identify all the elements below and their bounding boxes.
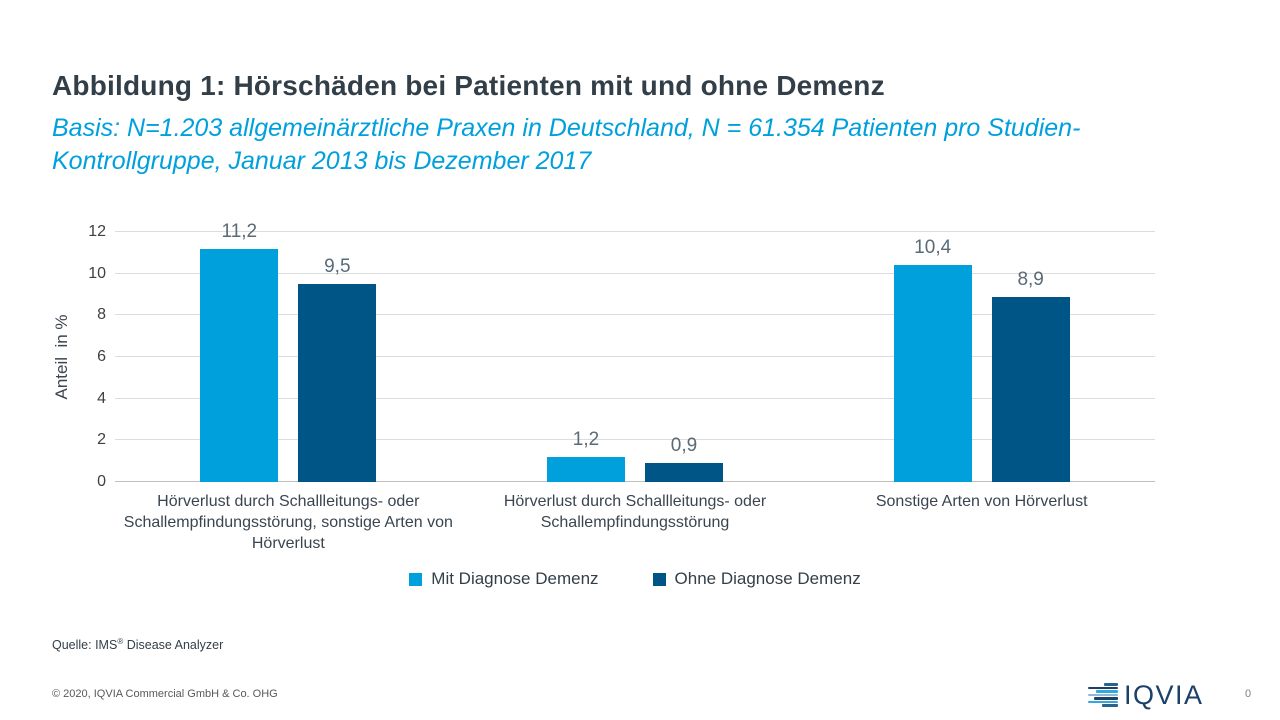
legend-item: Ohne Diagnose Demenz (652, 569, 861, 589)
source-prefix: Quelle: IMS (52, 638, 118, 653)
y-tick-label: 12 (88, 223, 106, 240)
bar-value-label: 1,2 (572, 429, 600, 450)
legend-label: Mit Diagnose Demenz (431, 569, 599, 588)
iqvia-logo: IQVIA (1088, 681, 1204, 709)
category-group: 10,4 8,9 (808, 232, 1155, 482)
registered-mark: ® (117, 637, 124, 646)
category-group: 1,2 0,9 (462, 232, 809, 482)
bar: 8,9 (991, 269, 1070, 482)
bar: 10,4 (893, 237, 972, 482)
gridline (115, 481, 1155, 482)
source-note: Quelle: IMS® Disease Analyzer (52, 637, 223, 652)
x-label-slot: Sonstige Arten von Hörverlust (808, 492, 1155, 554)
y-tick-label: 8 (97, 306, 106, 324)
legend-item: Mit Diagnose Demenz (409, 569, 599, 589)
bar: 11,2 (200, 221, 279, 482)
x-label-slot: Hörverlust durch Schallleitungs- oder Sc… (462, 492, 809, 554)
x-label: Sonstige Arten von Hörverlust (875, 493, 1088, 510)
x-label-slot: Hörverlust durch Schallleitungs- oder Sc… (115, 492, 462, 554)
legend-marker (409, 572, 423, 586)
gridline (115, 272, 1155, 274)
y-tick-label: 0 (97, 473, 106, 490)
bar: 0,9 (645, 435, 723, 482)
gridline (115, 397, 1155, 399)
gridline (115, 231, 1155, 232)
copyright-note: © 2020, IQVIA Commercial GmbH & Co. OHG (52, 688, 278, 700)
iqvia-stripes-icon (1088, 683, 1118, 707)
bar-value-label: 8,9 (1017, 268, 1044, 290)
page-subtitle: Basis: N=1.203 allgemeinärztliche Praxen… (52, 114, 1081, 175)
bar-value-label: 10,4 (914, 237, 952, 259)
y-tick-label: 2 (97, 431, 106, 449)
y-tick-label: 10 (88, 264, 106, 282)
iqvia-logo-text: IQVIA (1124, 680, 1204, 710)
x-label: Hörverlust durch Schallleitungs- oder Sc… (503, 493, 767, 531)
y-tick-label: 4 (97, 389, 106, 407)
source-suffix: Disease Analyzer (123, 638, 224, 653)
bars-layer: 11,2 9,5 1,2 0,9 10,4 8,9 (115, 221, 1155, 482)
legend-marker (652, 572, 666, 586)
page-title: Abbildung 1: Hörschäden bei Patienten mi… (52, 70, 885, 101)
gridline (115, 439, 1155, 441)
plot-area: 11,2 9,5 1,2 0,9 10,4 8,9 (115, 221, 1155, 482)
y-axis-ticks: 0 2 4 6 8 10 12 (72, 223, 106, 490)
category-group: 11,2 9,5 (115, 221, 462, 482)
gridline (115, 356, 1155, 357)
gridline (115, 314, 1155, 316)
bar-value-label: 0,9 (670, 435, 698, 457)
x-axis-labels: Hörverlust durch Schallleitungs- oder Sc… (115, 492, 1155, 554)
x-label: Hörverlust durch Schallleitungs- oder Sc… (123, 493, 453, 552)
y-axis-title: Anteil in % (52, 314, 71, 400)
y-tick-label: 6 (97, 348, 106, 365)
chart-legend: Mit Diagnose Demenz Ohne Diagnose Demenz (115, 569, 1155, 589)
bar-value-label: 11,2 (221, 220, 258, 242)
bar-value-label: 9,5 (324, 256, 351, 278)
bar: 1,2 (547, 429, 625, 482)
bar: 9,5 (298, 256, 377, 482)
legend-label: Ohne Diagnose Demenz (674, 569, 861, 588)
page-number: 0 (1245, 688, 1252, 700)
